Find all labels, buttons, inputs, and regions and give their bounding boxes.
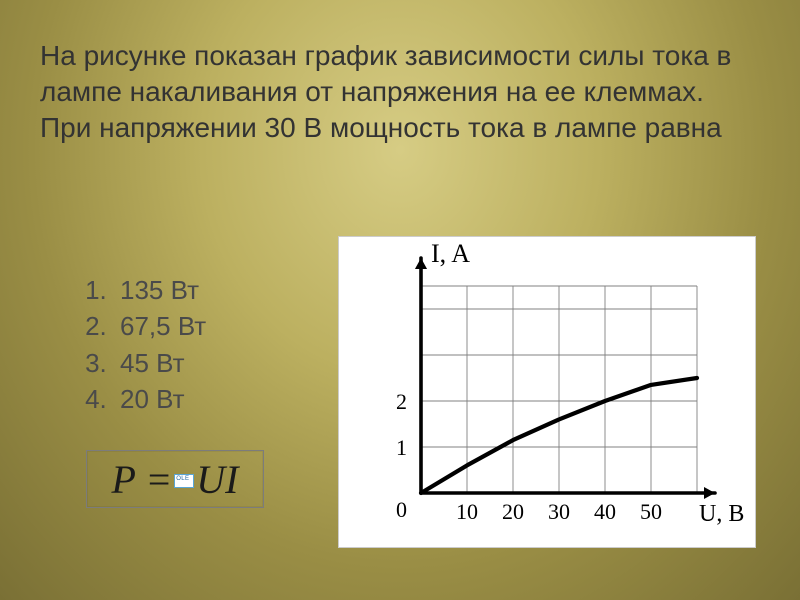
- svg-text:1: 1: [396, 435, 407, 460]
- question-text: На рисунке показан график зависимости си…: [40, 38, 760, 145]
- formula-lhs: P =: [112, 456, 173, 503]
- formula-box: P = UI: [86, 450, 264, 508]
- svg-text:0: 0: [396, 497, 407, 522]
- formula-rhs: UI: [196, 456, 238, 503]
- ole-icon: [174, 474, 194, 488]
- chart-panel: 1020304050120I, AU, B: [338, 236, 756, 548]
- svg-text:30: 30: [548, 499, 570, 524]
- svg-text:40: 40: [594, 499, 616, 524]
- svg-text:20: 20: [502, 499, 524, 524]
- slide: На рисунке показан график зависимости си…: [0, 0, 800, 600]
- answer-option: 135 Вт: [114, 272, 206, 308]
- iv-chart: 1020304050120I, AU, B: [339, 237, 755, 547]
- x-axis-label: U, B: [699, 501, 744, 527]
- answer-option: 20 Вт: [114, 381, 206, 417]
- answer-option: 67,5 Вт: [114, 308, 206, 344]
- answer-list: 135 Вт 67,5 Вт 45 Вт 20 Вт: [80, 272, 206, 418]
- answer-option: 45 Вт: [114, 345, 206, 381]
- svg-text:I, A: I, A: [431, 239, 470, 268]
- svg-text:50: 50: [640, 499, 662, 524]
- svg-text:10: 10: [456, 499, 478, 524]
- svg-text:2: 2: [396, 389, 407, 414]
